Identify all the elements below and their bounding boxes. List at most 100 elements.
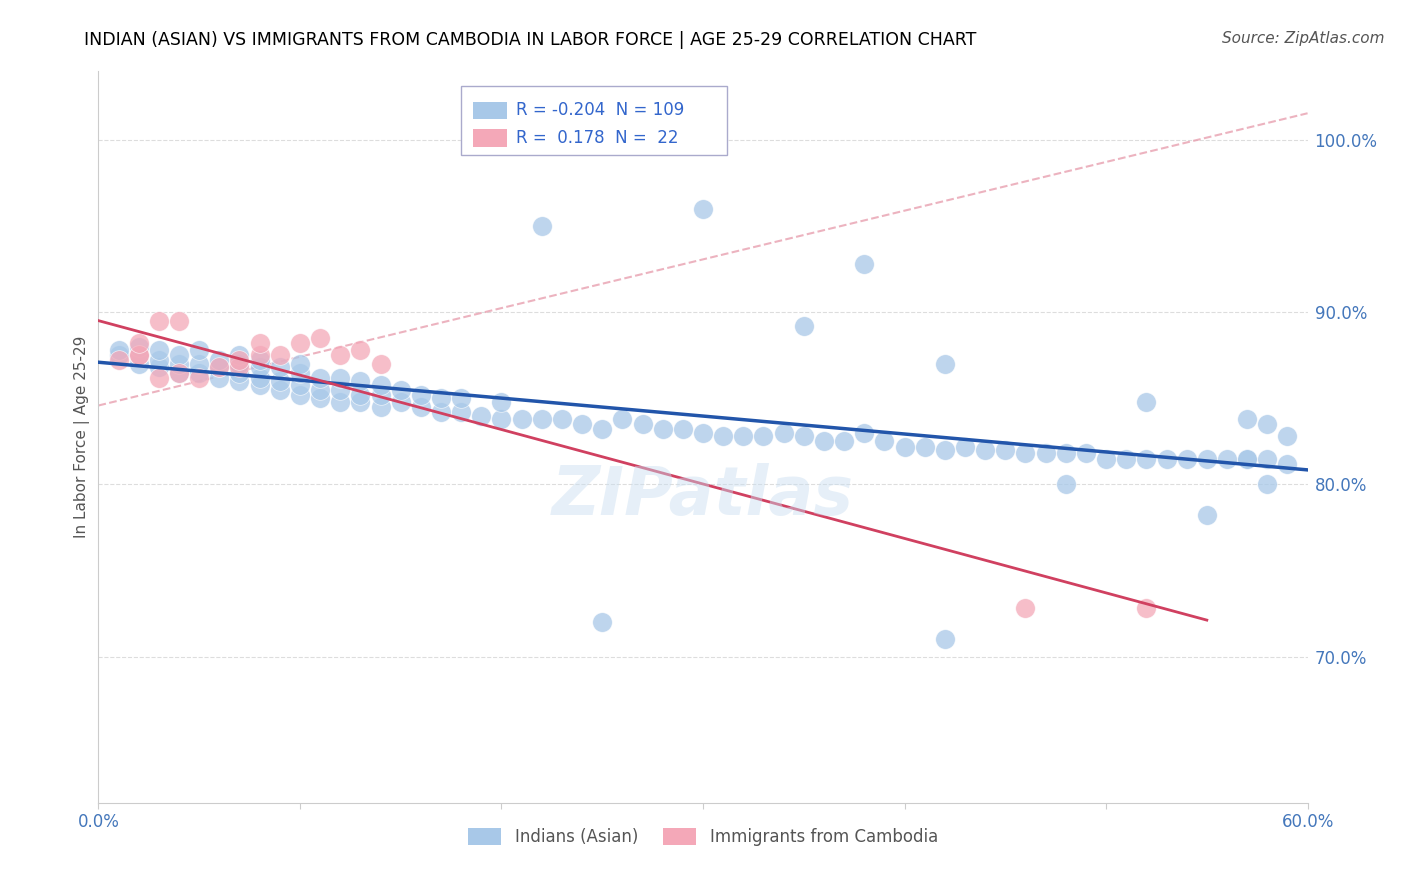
Point <box>148 343 170 358</box>
Point <box>249 353 271 368</box>
Point <box>167 357 190 371</box>
Point <box>188 366 211 380</box>
Point <box>1256 477 1278 491</box>
Point <box>128 340 150 354</box>
Point <box>269 348 291 362</box>
Point <box>752 429 775 443</box>
Point <box>208 370 231 384</box>
Point <box>1236 451 1258 466</box>
FancyBboxPatch shape <box>474 102 508 120</box>
Point <box>208 353 231 368</box>
Point <box>1135 451 1157 466</box>
Point <box>934 632 956 647</box>
Point <box>1115 451 1137 466</box>
Point <box>208 360 231 375</box>
Point <box>1135 394 1157 409</box>
Point <box>370 377 392 392</box>
Point <box>107 348 129 362</box>
Point <box>651 422 673 436</box>
FancyBboxPatch shape <box>474 129 508 147</box>
Point <box>530 219 553 234</box>
Point <box>228 366 250 380</box>
Point <box>329 348 352 362</box>
Point <box>389 394 412 409</box>
Point <box>551 412 574 426</box>
Point <box>370 357 392 371</box>
Point <box>934 357 956 371</box>
Point <box>1014 446 1036 460</box>
Point <box>249 370 271 384</box>
Point <box>188 343 211 358</box>
Point <box>1236 451 1258 466</box>
Point <box>288 336 311 351</box>
Point <box>409 388 432 402</box>
Point <box>1054 446 1077 460</box>
Point <box>813 434 835 449</box>
Point <box>228 360 250 375</box>
Point <box>1195 508 1218 523</box>
Point <box>128 348 150 362</box>
Point <box>288 377 311 392</box>
Point <box>914 440 936 454</box>
Point <box>491 394 513 409</box>
Point <box>711 429 734 443</box>
Point <box>167 366 190 380</box>
Point <box>269 360 291 375</box>
Point <box>1277 457 1299 471</box>
Point <box>793 319 815 334</box>
Point <box>793 429 815 443</box>
Point <box>733 429 755 443</box>
Point <box>1014 601 1036 615</box>
Point <box>832 434 855 449</box>
Point <box>228 357 250 371</box>
Point <box>228 353 250 368</box>
Point <box>571 417 593 432</box>
Point <box>128 348 150 362</box>
Point <box>329 370 352 384</box>
Text: ZIPatlas: ZIPatlas <box>553 463 853 529</box>
Point <box>893 440 915 454</box>
Point <box>1095 451 1118 466</box>
Point <box>269 374 291 388</box>
Point <box>1054 477 1077 491</box>
Point <box>1175 451 1198 466</box>
Point <box>288 357 311 371</box>
Point <box>409 400 432 414</box>
Point <box>1256 451 1278 466</box>
Point <box>349 374 371 388</box>
Text: INDIAN (ASIAN) VS IMMIGRANTS FROM CAMBODIA IN LABOR FORCE | AGE 25-29 CORRELATIO: INDIAN (ASIAN) VS IMMIGRANTS FROM CAMBOD… <box>84 31 977 49</box>
Point <box>128 336 150 351</box>
Point <box>269 383 291 397</box>
Point <box>772 425 794 440</box>
Point <box>167 348 190 362</box>
Point <box>1195 451 1218 466</box>
Point <box>288 388 311 402</box>
Point <box>249 360 271 375</box>
Point <box>148 314 170 328</box>
Point <box>370 388 392 402</box>
Point <box>288 366 311 380</box>
Point <box>1216 451 1239 466</box>
Point <box>934 442 956 457</box>
Point <box>167 314 190 328</box>
Point <box>249 348 271 362</box>
Point <box>672 422 695 436</box>
Point <box>1135 601 1157 615</box>
Point <box>329 394 352 409</box>
Text: R =  0.178  N =  22: R = 0.178 N = 22 <box>516 129 678 147</box>
Point <box>491 412 513 426</box>
Text: Source: ZipAtlas.com: Source: ZipAtlas.com <box>1222 31 1385 46</box>
Text: R = -0.204  N = 109: R = -0.204 N = 109 <box>516 102 683 120</box>
Point <box>349 394 371 409</box>
FancyBboxPatch shape <box>461 86 727 155</box>
Point <box>430 405 453 419</box>
Point <box>309 370 332 384</box>
Point <box>1236 412 1258 426</box>
Point <box>329 383 352 397</box>
Point <box>470 409 492 423</box>
Point <box>591 615 613 629</box>
Point <box>510 412 533 426</box>
Point <box>107 353 129 368</box>
Point <box>853 257 876 271</box>
Point <box>873 434 896 449</box>
